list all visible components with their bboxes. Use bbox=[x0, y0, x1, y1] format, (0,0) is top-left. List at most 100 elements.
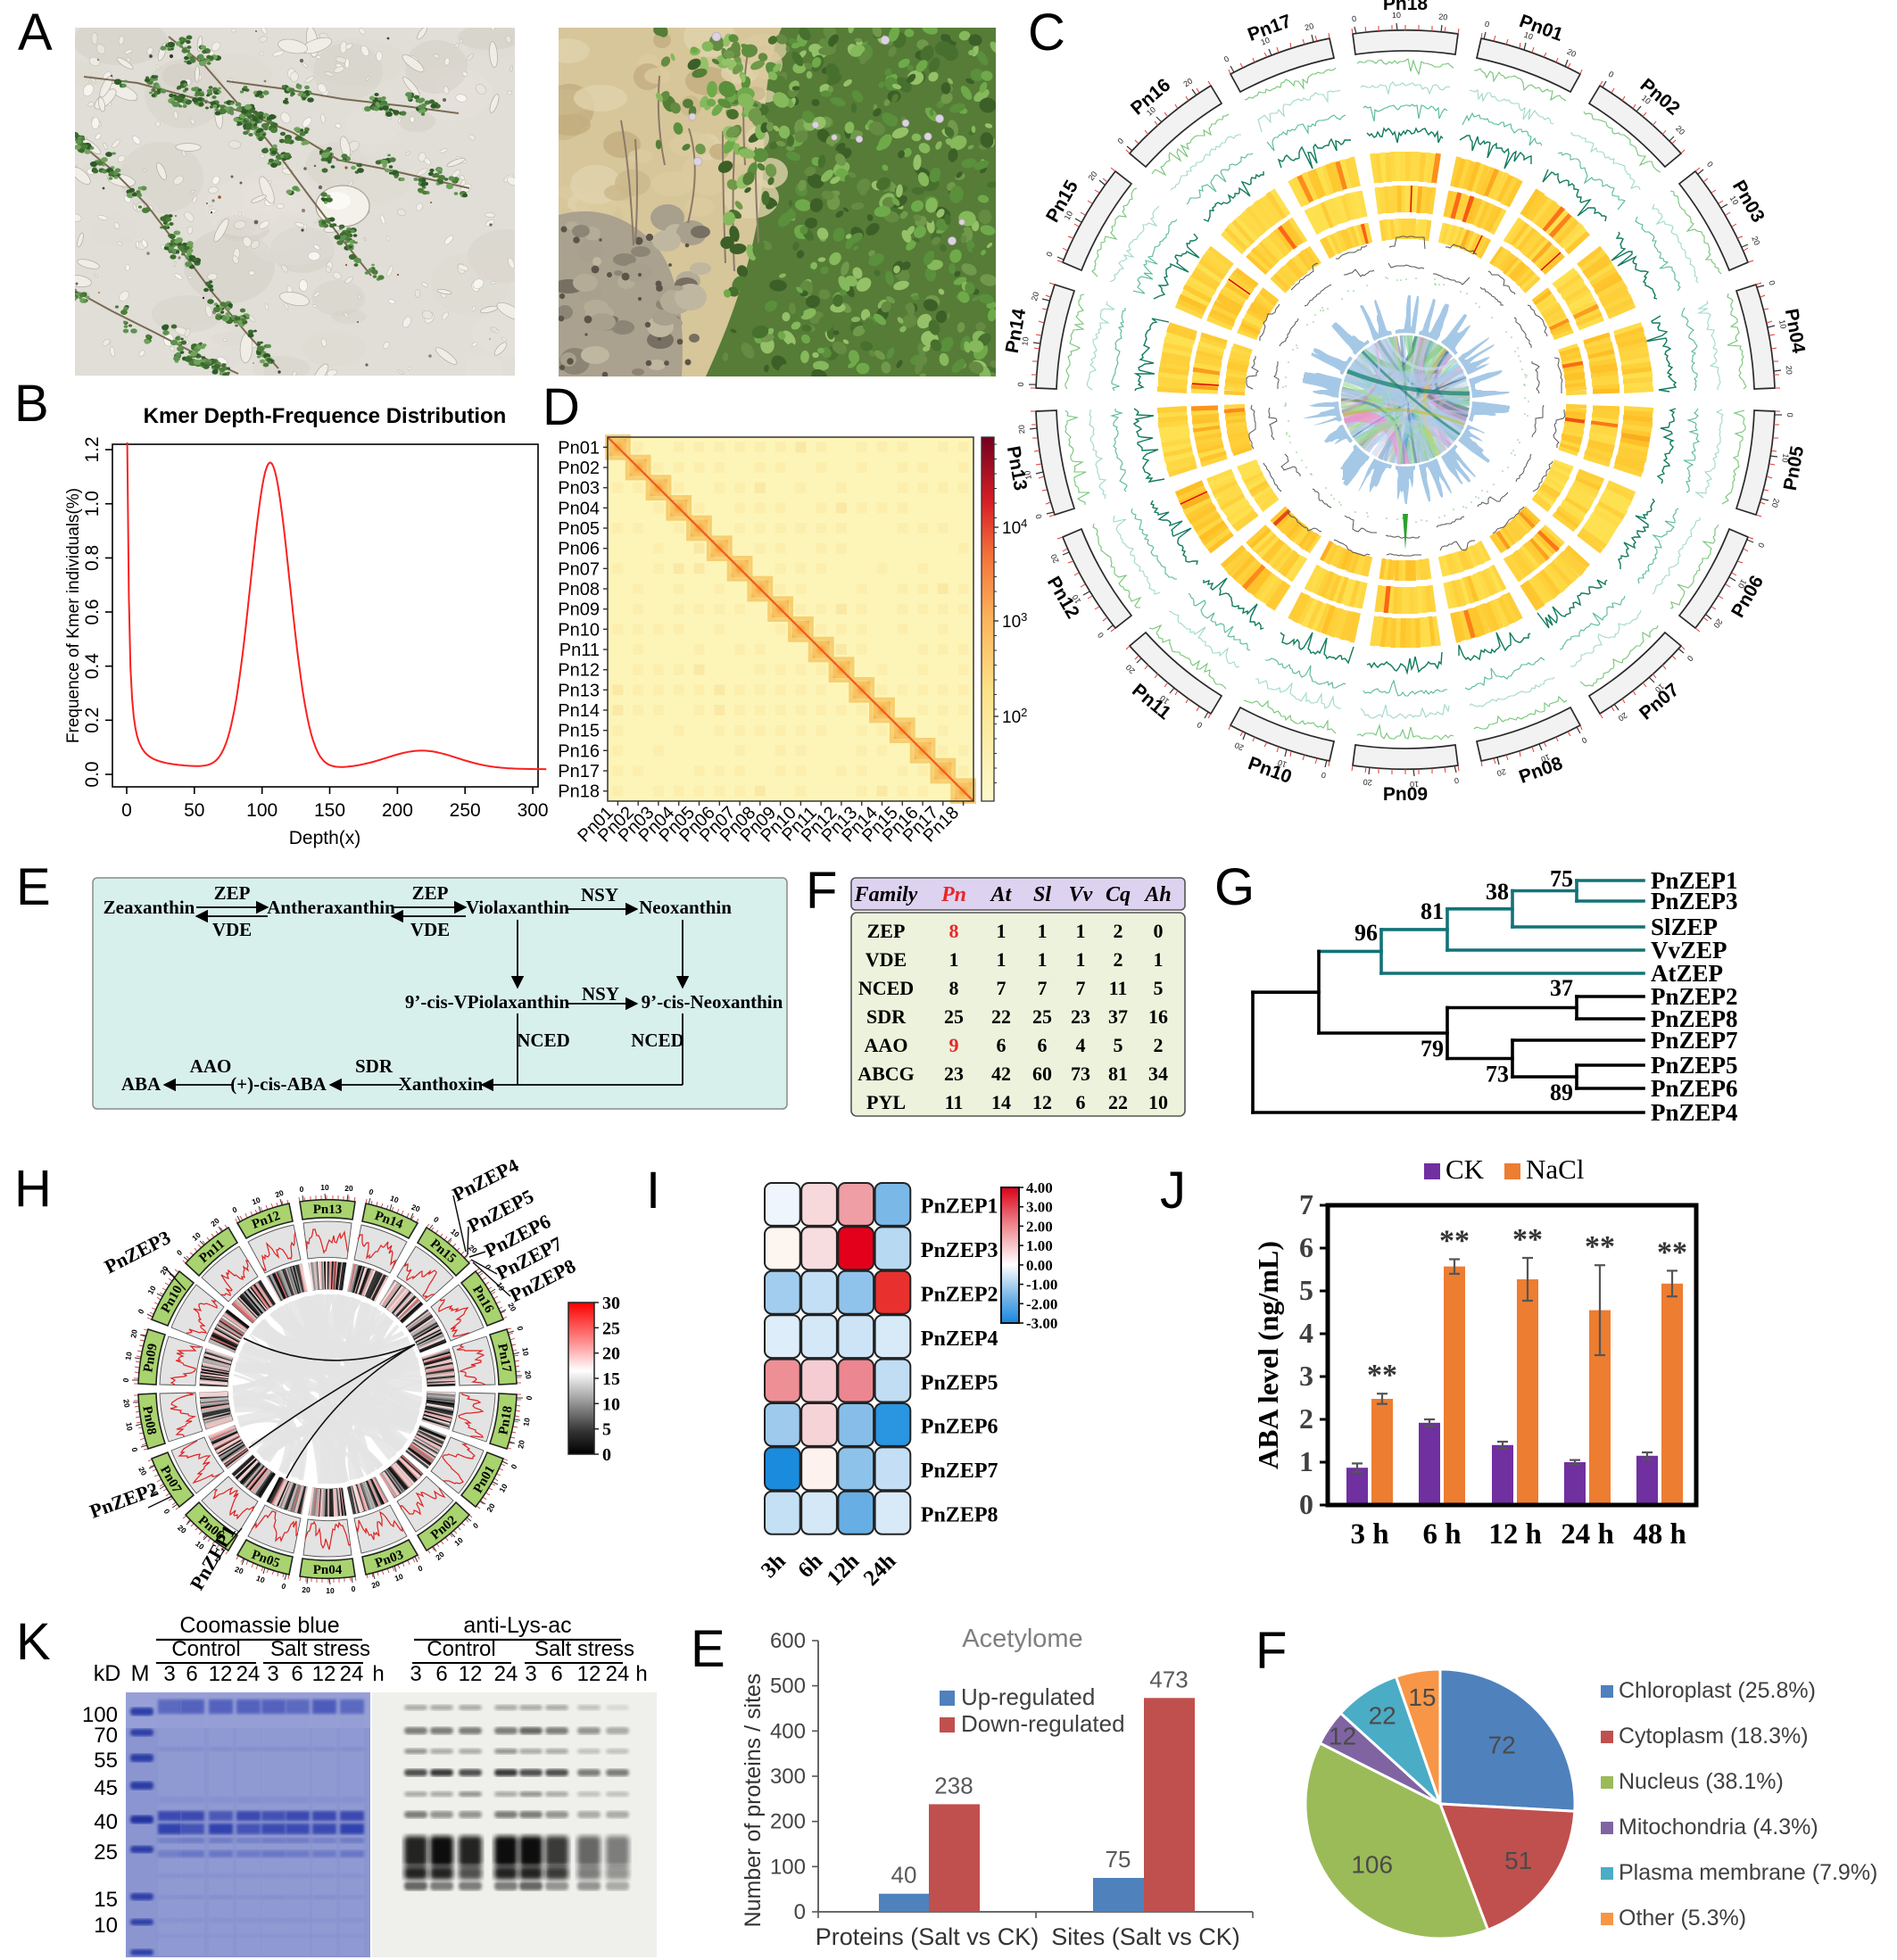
svg-text:10: 10 bbox=[1523, 30, 1535, 42]
svg-text:Pn12: Pn12 bbox=[558, 661, 600, 681]
svg-text:20: 20 bbox=[137, 1465, 149, 1476]
svg-text:10: 10 bbox=[123, 1351, 134, 1360]
svg-text:Kmer Depth-Frequence Distribut: Kmer Depth-Frequence Distribution bbox=[144, 404, 507, 428]
svg-text:20: 20 bbox=[1030, 291, 1040, 302]
svg-text:9’-cis-VPiolaxanthin: 9’-cis-VPiolaxanthin bbox=[405, 991, 570, 1013]
svg-text:0: 0 bbox=[121, 1377, 131, 1384]
svg-text:10: 10 bbox=[452, 1535, 465, 1548]
svg-text:30: 30 bbox=[602, 1294, 620, 1313]
svg-text:0: 0 bbox=[1321, 771, 1327, 781]
svg-text:2: 2 bbox=[1114, 920, 1123, 942]
svg-text:Pn16: Pn16 bbox=[558, 741, 600, 761]
svg-text:50: 50 bbox=[184, 800, 204, 821]
svg-text:10: 10 bbox=[320, 1183, 329, 1192]
svg-text:1: 1 bbox=[1038, 920, 1048, 942]
svg-text:**: ** bbox=[1512, 1223, 1543, 1256]
svg-text:0: 0 bbox=[1115, 136, 1125, 145]
svg-text:Pn02: Pn02 bbox=[558, 459, 600, 478]
svg-text:1: 1 bbox=[1038, 948, 1048, 971]
svg-text:11: 11 bbox=[1109, 977, 1128, 999]
svg-text:10: 10 bbox=[255, 1574, 267, 1585]
svg-text:0.4: 0.4 bbox=[82, 653, 103, 680]
svg-text:6: 6 bbox=[997, 1034, 1006, 1056]
svg-text:Acetylome: Acetylome bbox=[962, 1625, 1082, 1653]
svg-text:0: 0 bbox=[352, 1584, 356, 1593]
svg-text:20: 20 bbox=[1770, 498, 1781, 509]
svg-text:Pn11: Pn11 bbox=[559, 641, 600, 660]
svg-text:24: 24 bbox=[340, 1662, 364, 1686]
svg-text:NCED: NCED bbox=[858, 977, 914, 999]
svg-text:0: 0 bbox=[1351, 14, 1356, 24]
svg-text:1: 1 bbox=[1076, 920, 1086, 942]
svg-text:Pn05: Pn05 bbox=[1780, 444, 1808, 492]
svg-text:0.6: 0.6 bbox=[82, 599, 103, 624]
svg-text:h: h bbox=[635, 1662, 647, 1686]
svg-text:0: 0 bbox=[417, 1563, 424, 1573]
svg-text:300: 300 bbox=[770, 1765, 806, 1789]
svg-text:16: 16 bbox=[1148, 1005, 1168, 1028]
svg-text:Pn18: Pn18 bbox=[1383, 0, 1429, 14]
svg-text:Ah: Ah bbox=[1143, 883, 1171, 906]
svg-text:60: 60 bbox=[1032, 1063, 1052, 1085]
svg-text:6: 6 bbox=[435, 1662, 447, 1686]
svg-text:Down-regulated: Down-regulated bbox=[961, 1710, 1125, 1737]
svg-text:10: 10 bbox=[1392, 11, 1401, 20]
svg-text:2.00: 2.00 bbox=[1026, 1218, 1053, 1235]
svg-text:Pn13: Pn13 bbox=[1003, 444, 1031, 492]
svg-text:**: ** bbox=[1439, 1225, 1470, 1258]
svg-text:10: 10 bbox=[1777, 319, 1788, 330]
svg-text:12 h: 12 h bbox=[1488, 1518, 1542, 1551]
svg-text:5: 5 bbox=[1299, 1274, 1313, 1306]
svg-text:AtZEP: AtZEP bbox=[1651, 960, 1723, 987]
svg-text:34: 34 bbox=[1148, 1063, 1168, 1085]
svg-text:22: 22 bbox=[1369, 1702, 1396, 1730]
svg-text:NaCl: NaCl bbox=[1526, 1154, 1584, 1185]
svg-text:12: 12 bbox=[459, 1662, 483, 1686]
svg-text:10: 10 bbox=[1540, 752, 1552, 764]
svg-text:NCED: NCED bbox=[517, 1030, 570, 1051]
svg-text:20: 20 bbox=[1438, 12, 1448, 22]
svg-text:20: 20 bbox=[209, 1216, 221, 1228]
svg-text:20: 20 bbox=[523, 1369, 534, 1379]
svg-text:20: 20 bbox=[516, 1439, 526, 1449]
svg-text:Depth(x): Depth(x) bbox=[289, 828, 361, 848]
svg-text:55: 55 bbox=[94, 1749, 118, 1773]
svg-text:PYL: PYL bbox=[866, 1091, 906, 1113]
svg-text:Pn04: Pn04 bbox=[558, 499, 600, 518]
svg-text:2: 2 bbox=[1299, 1402, 1313, 1435]
svg-text:Violaxanthin: Violaxanthin bbox=[466, 897, 569, 918]
svg-text:Plasma membrane (7.9%): Plasma membrane (7.9%) bbox=[1619, 1860, 1877, 1885]
svg-text:23: 23 bbox=[1071, 1005, 1090, 1028]
svg-text:20: 20 bbox=[158, 1264, 170, 1276]
svg-text:ABCG: ABCG bbox=[857, 1063, 915, 1085]
svg-text:Coomassie blue: Coomassie blue bbox=[179, 1613, 339, 1638]
svg-text:0.2: 0.2 bbox=[82, 707, 103, 733]
svg-text:2: 2 bbox=[1154, 1034, 1164, 1056]
svg-text:Pn14: Pn14 bbox=[558, 701, 600, 721]
svg-text:PnZEP4: PnZEP4 bbox=[1651, 1099, 1738, 1126]
svg-text:20: 20 bbox=[1785, 365, 1794, 375]
svg-text:3: 3 bbox=[1299, 1360, 1313, 1392]
svg-text:10: 10 bbox=[124, 1421, 135, 1431]
svg-text:5: 5 bbox=[1114, 1034, 1123, 1056]
svg-text:0: 0 bbox=[231, 1204, 238, 1214]
svg-text:3 h: 3 h bbox=[1350, 1518, 1388, 1551]
svg-text:0: 0 bbox=[1045, 251, 1055, 258]
svg-text:24: 24 bbox=[236, 1662, 261, 1686]
svg-text:14: 14 bbox=[991, 1091, 1011, 1113]
svg-text:VDE: VDE bbox=[410, 919, 450, 940]
svg-text:-1.00: -1.00 bbox=[1026, 1277, 1057, 1294]
svg-text:4: 4 bbox=[1299, 1317, 1313, 1349]
svg-text:1.2: 1.2 bbox=[82, 436, 103, 462]
svg-text:10: 10 bbox=[1653, 682, 1666, 694]
svg-text:1: 1 bbox=[1154, 948, 1164, 971]
svg-text:20: 20 bbox=[1017, 425, 1027, 434]
svg-text:20: 20 bbox=[176, 1523, 188, 1535]
svg-text:73: 73 bbox=[1486, 1062, 1509, 1088]
svg-text:0: 0 bbox=[471, 1520, 480, 1530]
svg-text:VDE: VDE bbox=[212, 919, 252, 940]
svg-text:2: 2 bbox=[1114, 948, 1123, 971]
svg-text:0: 0 bbox=[1607, 70, 1616, 79]
svg-text:3: 3 bbox=[163, 1662, 175, 1686]
svg-text:10: 10 bbox=[602, 1394, 620, 1414]
